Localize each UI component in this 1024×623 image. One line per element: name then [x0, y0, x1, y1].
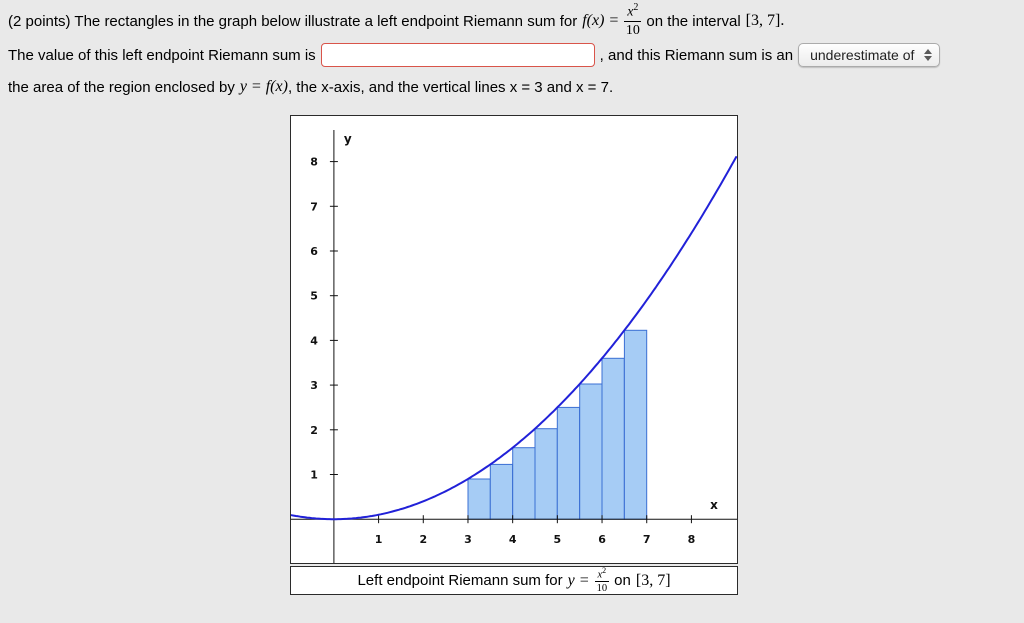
dropdown-selected-value: underestimate of [810, 47, 915, 63]
graph-caption: Left endpoint Riemann sum for y = x2 10 … [290, 566, 738, 595]
region-text-post: , the x-axis, and the vertical lines x =… [287, 78, 614, 96]
answer-input[interactable] [320, 43, 595, 67]
svg-text:7: 7 [310, 200, 318, 213]
math-fx-equals: f(x) = [582, 12, 620, 29]
caption-text-on: on [614, 572, 631, 589]
problem-text-pre: (2 points) The rectangles in the graph b… [8, 12, 578, 30]
caption-math-y-equals: y = [567, 571, 590, 589]
caption-interval-notation: [3, 7] [635, 571, 671, 589]
math-y-equals-fx: y = f(x) [239, 78, 288, 95]
svg-text:y: y [344, 132, 352, 146]
fraction-numerator: x2 [624, 3, 642, 23]
estimate-dropdown[interactable]: underestimate of [798, 43, 941, 67]
riemann-plot: 1 2 3 4 5 6 7 8 1 2 3 4 5 6 7 8 y x [291, 130, 737, 563]
answer-prompt-text: The value of this left endpoint Riemann … [8, 46, 316, 64]
svg-text:4: 4 [310, 334, 318, 347]
svg-text:8: 8 [688, 533, 696, 546]
riemann-sum-graph: 1 2 3 4 5 6 7 8 1 2 3 4 5 6 7 8 y x [290, 115, 738, 564]
svg-text:6: 6 [598, 533, 606, 546]
svg-text:2: 2 [419, 533, 427, 546]
answer-mid-text: , and this Riemann sum is an [599, 46, 794, 64]
svg-text:6: 6 [310, 245, 318, 258]
caption-fraction-numerator: x2 [594, 566, 610, 583]
problem-text-interval-lead: on the interval [646, 12, 741, 30]
svg-text:2: 2 [310, 424, 318, 437]
svg-text:5: 5 [554, 533, 562, 546]
svg-text:1: 1 [310, 468, 318, 481]
svg-text:4: 4 [509, 533, 517, 546]
problem-statement-line1: (2 points) The rectangles in the graph b… [8, 2, 789, 40]
svg-text:3: 3 [310, 379, 318, 392]
problem-statement-line3: the area of the region enclosed by y = f… [8, 76, 618, 98]
fraction-x-squared-over-10: x2 10 [624, 3, 642, 39]
fraction-denominator: 10 [625, 23, 640, 39]
svg-text:x: x [710, 498, 718, 512]
region-text-pre: the area of the region enclosed by [8, 78, 235, 96]
interval-notation: [3, 7]. [745, 12, 785, 29]
caption-fraction-denominator: 10 [596, 583, 608, 595]
caption-fraction-x-squared-over-10: x2 10 [594, 566, 610, 595]
dropdown-arrows-icon [924, 49, 933, 61]
svg-text:8: 8 [310, 156, 318, 169]
svg-text:5: 5 [310, 290, 318, 303]
problem-statement-line2: The value of this left endpoint Riemann … [8, 41, 941, 69]
svg-text:1: 1 [375, 533, 383, 546]
svg-text:7: 7 [643, 533, 651, 546]
caption-text-pre: Left endpoint Riemann sum for [357, 572, 563, 589]
svg-text:3: 3 [464, 533, 472, 546]
